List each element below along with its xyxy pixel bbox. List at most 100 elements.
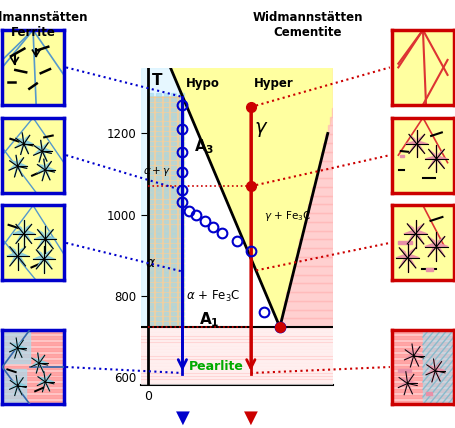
Polygon shape — [42, 143, 48, 152]
Polygon shape — [308, 205, 332, 213]
Polygon shape — [163, 103, 168, 106]
Polygon shape — [46, 382, 50, 391]
Polygon shape — [399, 248, 407, 258]
Text: Widmannstätten
Cementite: Widmannstätten Cementite — [252, 11, 362, 39]
Polygon shape — [171, 307, 176, 310]
Polygon shape — [156, 220, 160, 223]
Polygon shape — [171, 235, 176, 238]
Polygon shape — [156, 122, 160, 125]
Polygon shape — [141, 351, 332, 353]
Polygon shape — [410, 356, 413, 367]
Polygon shape — [44, 372, 46, 382]
Polygon shape — [413, 356, 418, 366]
Polygon shape — [156, 156, 160, 160]
Polygon shape — [415, 234, 423, 244]
Polygon shape — [171, 215, 176, 218]
Polygon shape — [148, 254, 152, 257]
Polygon shape — [156, 103, 160, 106]
Polygon shape — [16, 138, 24, 144]
Polygon shape — [148, 186, 152, 189]
Polygon shape — [171, 205, 176, 208]
Polygon shape — [163, 259, 168, 262]
Text: $\bf{A_3}$: $\bf{A_3}$ — [194, 138, 214, 156]
Polygon shape — [178, 186, 183, 189]
Polygon shape — [171, 190, 176, 193]
Polygon shape — [286, 292, 332, 301]
Polygon shape — [301, 231, 332, 239]
Polygon shape — [178, 264, 183, 267]
Polygon shape — [2, 377, 64, 380]
Polygon shape — [156, 210, 160, 213]
Polygon shape — [141, 360, 332, 361]
Polygon shape — [283, 301, 332, 309]
Polygon shape — [403, 383, 407, 395]
Polygon shape — [141, 377, 332, 378]
Polygon shape — [435, 247, 444, 257]
Polygon shape — [171, 322, 176, 325]
Polygon shape — [156, 249, 160, 252]
Polygon shape — [148, 225, 152, 228]
Polygon shape — [434, 371, 439, 381]
Polygon shape — [171, 288, 176, 291]
Polygon shape — [329, 117, 332, 125]
Polygon shape — [156, 190, 160, 193]
Polygon shape — [46, 161, 51, 170]
Polygon shape — [163, 127, 168, 130]
Polygon shape — [156, 225, 160, 228]
Polygon shape — [431, 371, 434, 382]
Polygon shape — [407, 381, 416, 383]
Polygon shape — [434, 369, 444, 373]
Polygon shape — [299, 239, 332, 248]
Polygon shape — [24, 135, 30, 144]
Polygon shape — [309, 196, 332, 205]
Polygon shape — [156, 176, 160, 179]
Polygon shape — [163, 215, 168, 218]
Polygon shape — [413, 354, 423, 356]
Polygon shape — [141, 327, 332, 385]
Polygon shape — [42, 152, 47, 161]
Polygon shape — [15, 166, 18, 177]
Polygon shape — [171, 220, 176, 223]
Polygon shape — [141, 354, 332, 355]
Polygon shape — [171, 93, 176, 96]
Polygon shape — [171, 68, 332, 327]
Polygon shape — [391, 342, 453, 345]
Polygon shape — [148, 303, 152, 306]
Polygon shape — [163, 200, 168, 203]
Polygon shape — [39, 361, 48, 363]
Polygon shape — [163, 166, 168, 169]
Polygon shape — [171, 142, 176, 145]
Polygon shape — [178, 298, 183, 301]
Polygon shape — [148, 98, 152, 101]
Polygon shape — [156, 229, 160, 232]
Polygon shape — [141, 342, 332, 344]
Polygon shape — [46, 236, 56, 239]
Polygon shape — [178, 239, 183, 242]
Polygon shape — [10, 256, 18, 266]
Polygon shape — [425, 157, 435, 159]
Polygon shape — [171, 283, 176, 286]
Polygon shape — [395, 255, 407, 258]
Polygon shape — [178, 235, 183, 238]
Polygon shape — [163, 93, 168, 96]
Polygon shape — [163, 186, 168, 189]
Polygon shape — [178, 171, 183, 174]
Polygon shape — [171, 132, 176, 135]
Polygon shape — [428, 159, 435, 169]
Polygon shape — [391, 395, 453, 398]
Polygon shape — [156, 317, 160, 320]
Polygon shape — [46, 168, 54, 172]
Polygon shape — [404, 350, 413, 356]
Polygon shape — [171, 117, 176, 120]
Polygon shape — [403, 231, 415, 234]
Polygon shape — [156, 186, 160, 189]
Polygon shape — [32, 358, 39, 363]
Polygon shape — [178, 317, 183, 320]
Polygon shape — [163, 229, 168, 232]
Polygon shape — [2, 342, 64, 345]
Polygon shape — [178, 283, 183, 286]
Polygon shape — [18, 348, 22, 357]
Polygon shape — [428, 149, 435, 159]
Polygon shape — [156, 98, 160, 101]
Polygon shape — [148, 137, 152, 140]
